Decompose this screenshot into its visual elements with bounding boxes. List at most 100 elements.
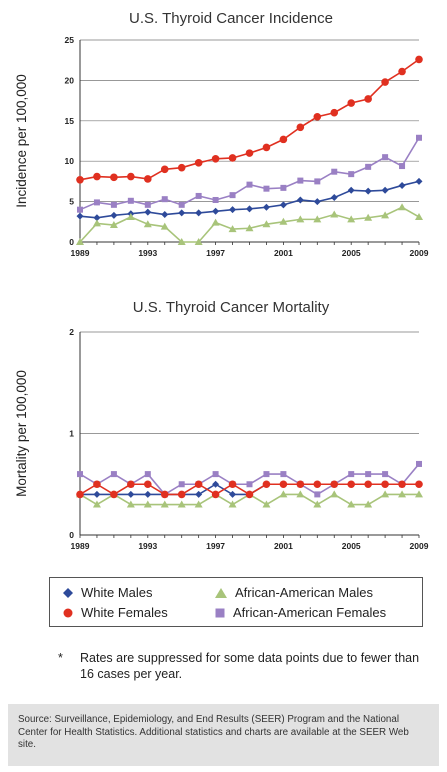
data-point [364, 500, 373, 508]
data-point [144, 201, 151, 208]
data-point [296, 490, 305, 498]
legend-item-white-females: White Females [63, 605, 168, 620]
data-point [211, 154, 220, 163]
data-point [93, 490, 101, 498]
data-point [144, 490, 152, 498]
data-point [245, 490, 254, 499]
triangle-marker-icon [215, 587, 227, 598]
data-point [313, 198, 321, 206]
data-point [245, 149, 254, 157]
data-point [160, 222, 169, 230]
data-point [77, 471, 83, 478]
y-tick-label: 1 [69, 429, 74, 439]
data-point [364, 95, 372, 103]
data-point [398, 67, 406, 76]
data-point [76, 490, 84, 499]
data-point [194, 159, 203, 167]
x-tick-label: 2001 [274, 541, 293, 551]
y-tick-label: 0 [69, 237, 74, 247]
x-tick-label: 2009 [410, 541, 429, 551]
data-point [347, 215, 356, 223]
data-point [296, 215, 305, 223]
data-point [194, 480, 203, 489]
data-point [365, 163, 372, 170]
data-point [76, 175, 84, 184]
data-point [177, 163, 186, 172]
y-axis-label: Mortality per 100,000 [14, 370, 29, 497]
data-point [110, 490, 118, 499]
data-point [381, 186, 389, 194]
x-tick-label: 2009 [410, 248, 429, 258]
data-point [399, 163, 406, 170]
data-point [279, 490, 288, 498]
data-point [279, 201, 287, 209]
y-tick-label: 5 [69, 197, 74, 207]
legend-label: African-American Males [235, 585, 373, 600]
data-point [398, 203, 407, 211]
data-point [280, 184, 287, 191]
data-point [313, 112, 322, 121]
data-point [330, 490, 339, 498]
data-point [398, 181, 406, 189]
chart-legend: White Males African-American Males White… [49, 577, 423, 627]
y-axis-label: Incidence per 100,000 [14, 74, 29, 208]
data-point [398, 480, 406, 489]
y-tick-label: 2 [69, 327, 74, 337]
data-point [160, 490, 169, 499]
data-point [262, 500, 271, 508]
data-point [76, 238, 84, 245]
x-tick-label: 2005 [342, 248, 361, 258]
data-point [330, 210, 339, 218]
y-tick-label: 0 [69, 530, 74, 540]
data-point [330, 480, 339, 489]
x-tick-label: 2005 [342, 541, 361, 551]
data-point [229, 490, 237, 498]
data-point [246, 181, 253, 188]
data-point [331, 168, 338, 175]
data-point [263, 471, 270, 478]
data-point [416, 460, 422, 467]
data-point [92, 219, 101, 227]
data-point [279, 480, 288, 489]
data-point [364, 213, 373, 221]
data-point [93, 172, 101, 181]
data-point [347, 99, 356, 107]
data-point [161, 196, 168, 203]
data-point [246, 481, 253, 488]
data-point [160, 500, 169, 508]
data-point [177, 490, 186, 499]
data-point [127, 197, 134, 204]
data-point [348, 171, 355, 178]
data-point [246, 205, 253, 213]
data-point [212, 196, 219, 203]
data-point [262, 220, 271, 228]
data-point [416, 134, 422, 141]
y-tick-label: 15 [65, 116, 75, 126]
data-point [126, 500, 135, 508]
data-point [160, 165, 169, 174]
legend-item-white-males: White Males [63, 585, 153, 600]
data-point [127, 172, 135, 181]
data-point [109, 221, 118, 229]
data-point [92, 500, 101, 508]
data-point [228, 500, 237, 508]
data-point [364, 187, 372, 195]
data-point [313, 480, 322, 489]
data-point [279, 217, 288, 225]
data-point [178, 209, 186, 217]
data-point [398, 490, 407, 498]
y-tick-label: 20 [65, 75, 75, 85]
data-point [178, 481, 185, 488]
data-point [229, 192, 236, 199]
data-point [262, 143, 271, 152]
legend-item-african-american-females: African-American Females [215, 605, 386, 620]
data-point [313, 215, 322, 223]
chart-title: U.S. Thyroid Cancer Mortality [133, 299, 330, 316]
data-point [347, 480, 356, 489]
footnote-text: Rates are suppressed for some data point… [80, 651, 420, 681]
data-point [77, 206, 83, 213]
data-point [144, 471, 151, 478]
data-point [365, 471, 372, 478]
data-point [228, 154, 237, 162]
series-line [79, 58, 420, 181]
